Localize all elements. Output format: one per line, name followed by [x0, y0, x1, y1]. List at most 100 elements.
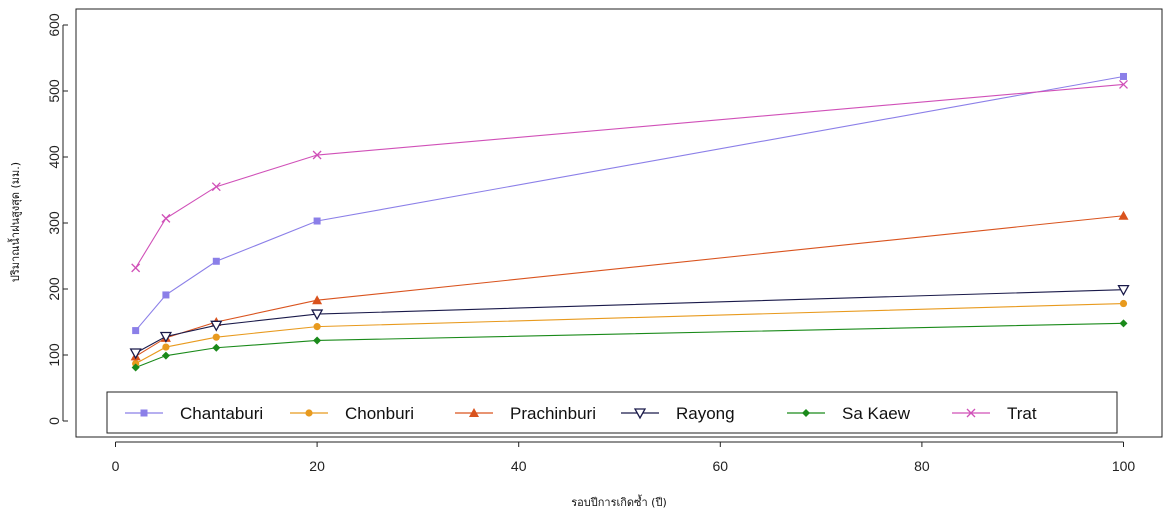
y-axis: 0 100 200 300 400 500 600: [46, 13, 68, 425]
y-tick-label-0: 0: [46, 417, 62, 425]
legend-marker-prachinburi-shape: [469, 408, 479, 417]
series-prachinburi: [130, 210, 1129, 361]
legend-item-sa-kaew: Sa Kaew: [787, 404, 911, 423]
legend-marker-trat-shape: [966, 408, 976, 418]
legend: Chantaburi Chonburi Prachinburi Rayong Sa Ka…: [106, 391, 1118, 434]
x-tick-label-100: 100: [1112, 458, 1136, 474]
data-point-chonburi-20-shape: [313, 323, 321, 331]
legend-marker-rayong-shape: [633, 408, 647, 420]
legend-label-prachinburi: Prachinburi: [510, 404, 596, 423]
legend-label-trat: Trat: [1007, 404, 1037, 423]
data-point-chantaburi-100-shape: [1120, 72, 1127, 80]
data-point-sa-kaew-5: [161, 351, 170, 360]
data-point-prachinburi-20: [312, 295, 323, 305]
legend-item-chonburi: Chonburi: [290, 404, 414, 423]
x-tick-label-60: 60: [713, 458, 729, 474]
data-point-chantaburi-20: [313, 217, 321, 225]
data-point-trat-10: [211, 182, 221, 192]
legend-marker-rayong: [633, 408, 647, 420]
legend-marker-sa-kaew: [802, 409, 810, 417]
data-point-prachinburi-100-shape: [1118, 210, 1129, 220]
y-tick-label-100: 100: [46, 343, 62, 367]
data-point-rayong-10-shape: [210, 320, 223, 332]
legend-item-prachinburi: Prachinburi: [455, 404, 596, 423]
data-point-trat-20: [312, 150, 322, 160]
data-point-rayong-5-shape: [159, 331, 173, 343]
legend-marker-chonburi-shape: [305, 409, 313, 417]
data-point-chantaburi-20-shape: [313, 217, 321, 225]
data-point-trat-20-shape: [312, 150, 322, 160]
legend-label-rayong: Rayong: [676, 404, 735, 423]
series-rayong: [129, 285, 1130, 360]
legend-label-chonburi: Chonburi: [345, 404, 414, 423]
data-point-chantaburi-2: [132, 327, 140, 335]
legend-item-trat: Trat: [952, 404, 1037, 423]
data-point-trat-100-shape: [1119, 79, 1128, 89]
data-point-sa-kaew-2-shape: [131, 363, 140, 372]
x-tick-label-80: 80: [914, 458, 930, 474]
data-point-sa-kaew-20-shape: [313, 336, 322, 345]
x-tick-label-0: 0: [112, 458, 120, 474]
y-tick-label-500: 500: [46, 79, 62, 103]
data-point-sa-kaew-10-shape: [212, 343, 221, 352]
data-point-chantaburi-2-shape: [132, 327, 140, 335]
legend-label-sa-kaew: Sa Kaew: [842, 404, 911, 423]
data-point-chonburi-5-shape: [162, 343, 170, 351]
data-point-trat-5-shape: [161, 213, 171, 223]
y-tick-label-200: 200: [46, 277, 62, 301]
data-point-chantaburi-10-shape: [212, 257, 220, 265]
data-point-rayong-10: [210, 320, 223, 332]
data-point-rayong-5: [159, 331, 173, 343]
plot-frame: [75, 8, 1163, 438]
legend-marker-chantaburi-shape: [140, 409, 148, 417]
legend-box: [106, 391, 1118, 434]
data-point-rayong-2: [129, 348, 142, 360]
x-axis-title: รอบปีการเกิดซ้ำ (ปี): [571, 494, 667, 509]
data-point-chantaburi-5-shape: [162, 291, 170, 299]
data-point-rayong-100: [1117, 285, 1130, 296]
data-point-rayong-2-shape: [129, 348, 142, 360]
series-sa-kaew: [131, 319, 1128, 372]
y-tick-label-300: 300: [46, 211, 62, 235]
series-line-rayong: [135, 289, 1124, 354]
data-point-prachinburi-20-shape: [312, 295, 323, 305]
data-point-chonburi-20: [313, 323, 321, 331]
data-point-chonburi-100: [1119, 299, 1128, 308]
legend-marker-trat: [966, 408, 976, 418]
data-point-rayong-20: [310, 309, 324, 321]
data-point-chonburi-100-shape: [1119, 299, 1128, 308]
legend-marker-prachinburi: [469, 408, 479, 417]
x-tick-label-20: 20: [309, 458, 325, 474]
y-tick-label-400: 400: [46, 145, 62, 169]
data-point-trat-2: [131, 263, 141, 273]
data-point-chantaburi-10: [212, 257, 220, 265]
series-line-prachinburi: [135, 215, 1124, 357]
legend-item-rayong: Rayong: [621, 404, 735, 423]
series-layer: [129, 72, 1130, 372]
y-axis-title: ปริมาณน้ำฝนสูงสุด (มม.): [7, 162, 22, 282]
legend-marker-sa-kaew-shape: [802, 409, 810, 417]
legend-label-chantaburi: Chantaburi: [180, 404, 263, 423]
x-tick-label-40: 40: [511, 458, 527, 474]
data-point-sa-kaew-2: [131, 363, 140, 372]
data-point-sa-kaew-10: [212, 343, 221, 352]
data-point-chantaburi-5: [162, 291, 170, 299]
legend-marker-chantaburi: [140, 409, 148, 417]
data-point-sa-kaew-100: [1119, 319, 1128, 328]
data-point-rayong-20-shape: [310, 309, 324, 321]
data-point-trat-10-shape: [211, 182, 221, 192]
data-point-prachinburi-100: [1118, 210, 1129, 220]
x-axis: 0 20 40 60 80 100: [112, 441, 1136, 474]
data-point-chonburi-10: [212, 333, 220, 341]
data-point-trat-5: [161, 213, 171, 223]
series-chantaburi: [132, 72, 1127, 335]
data-point-sa-kaew-5-shape: [161, 351, 170, 360]
y-tick-label-600: 600: [46, 13, 62, 37]
data-point-chonburi-5: [162, 343, 170, 351]
data-point-trat-2-shape: [131, 263, 141, 273]
series-line-chantaburi: [135, 75, 1124, 331]
data-point-rayong-100-shape: [1117, 285, 1130, 296]
data-point-chantaburi-100: [1120, 72, 1127, 80]
data-point-sa-kaew-100-shape: [1119, 319, 1128, 328]
